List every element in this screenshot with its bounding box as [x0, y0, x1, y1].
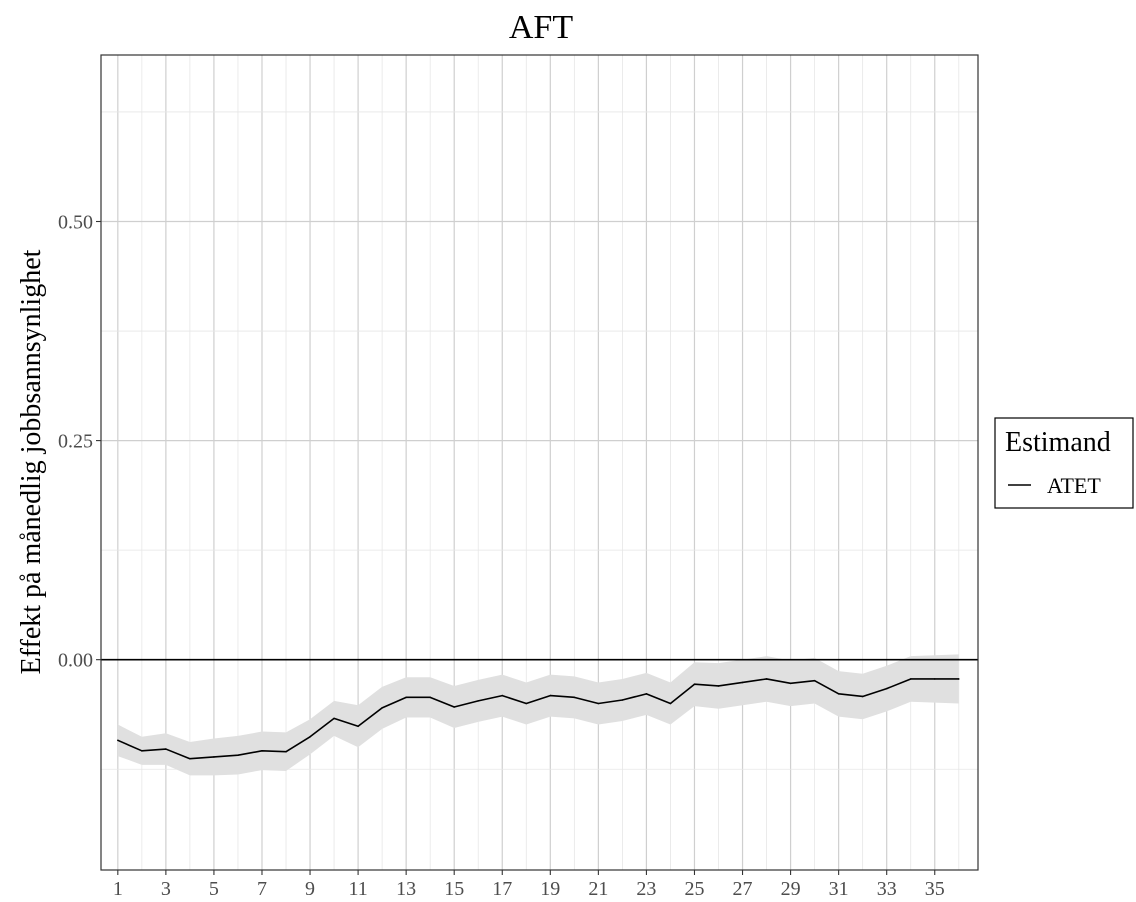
data-point: [189, 757, 191, 760]
data-point: [909, 678, 912, 680]
data-point: [453, 706, 456, 708]
data-point: [477, 700, 480, 702]
data-point: [885, 687, 888, 690]
y-axis-ticks: 0.00 0.25 0.50: [58, 212, 101, 672]
x-tick-label: 33: [877, 878, 897, 900]
data-point: [117, 739, 119, 742]
data-point: [813, 679, 816, 682]
y-tick-label: 0.25: [58, 431, 93, 453]
x-tick-label: 7: [257, 878, 267, 900]
data-point: [861, 695, 864, 698]
series-line-atet: [117, 678, 959, 760]
legend: Estimand ATET: [994, 417, 1134, 509]
x-tick-label: 17: [492, 878, 512, 900]
x-tick-label: 21: [588, 878, 608, 900]
data-point: [525, 702, 528, 705]
x-tick-label: 3: [161, 878, 171, 900]
data-point: [429, 696, 431, 699]
grid-layer: [101, 55, 978, 870]
data-point: [957, 678, 960, 680]
data-point: [549, 694, 552, 697]
x-tick-label: 25: [684, 878, 704, 900]
data-point: [381, 707, 383, 709]
data-point: [237, 754, 239, 756]
x-tick-label: 23: [636, 878, 656, 900]
data-point: [261, 750, 263, 752]
legend-title: Estimand: [1005, 427, 1111, 458]
data-point: [141, 750, 143, 752]
series-line-layer: [101, 658, 978, 760]
chart-title: AFT: [509, 9, 573, 46]
data-point: [597, 702, 600, 705]
x-tick-label: 27: [733, 878, 753, 900]
data-point: [405, 696, 407, 699]
data-point: [213, 756, 215, 758]
x-tick-label: 1: [113, 878, 123, 900]
data-point: [741, 681, 744, 684]
confidence-band: [117, 654, 959, 776]
x-tick-label: 35: [925, 878, 945, 900]
data-point: [285, 750, 287, 753]
x-tick-label: 5: [209, 878, 219, 900]
y-tick-label: 0.50: [58, 212, 93, 234]
x-tick-label: 15: [444, 878, 464, 900]
y-axis-label: Effekt på månedlig jobbsannsynlighet: [16, 249, 47, 674]
data-point: [765, 678, 768, 680]
data-point: [789, 682, 792, 685]
data-point: [645, 693, 648, 695]
data-point: [669, 702, 672, 705]
data-point: [933, 678, 936, 680]
data-point: [309, 735, 311, 738]
legend-label-atet: ATET: [1047, 473, 1101, 498]
plot-panel-border: [100, 54, 979, 871]
data-point: [573, 696, 576, 699]
data-point: [501, 694, 504, 697]
x-tick-label: 9: [305, 878, 315, 900]
x-tick-label: 19: [540, 878, 560, 900]
x-tick-label: 11: [348, 878, 367, 900]
x-tick-label: 29: [781, 878, 801, 900]
data-point: [837, 693, 840, 695]
data-point: [693, 683, 696, 686]
x-tick-label: 13: [396, 878, 416, 900]
data-point: [165, 748, 167, 750]
data-point: [333, 717, 335, 720]
data-point: [717, 685, 720, 687]
data-point: [621, 699, 624, 701]
legend-box: [994, 417, 1134, 509]
confidence-band-layer: [117, 654, 959, 776]
x-tick-label: 31: [829, 878, 849, 900]
y-tick-label: 0.00: [58, 650, 93, 672]
data-point: [357, 725, 359, 728]
x-axis-ticks: 1 3 5 7 9 11 13 15 17 19 21 23 25 27 29 31 33 35: [113, 870, 945, 900]
